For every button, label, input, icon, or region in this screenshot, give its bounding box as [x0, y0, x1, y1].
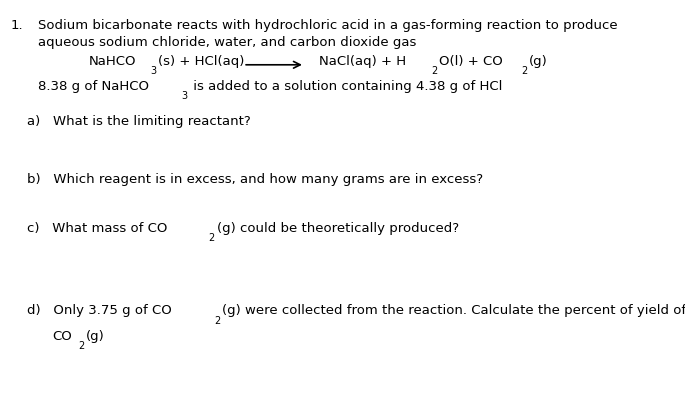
Text: O(l) + CO: O(l) + CO	[439, 55, 503, 68]
Text: 3: 3	[150, 66, 156, 76]
Text: (s) + HCl(aq): (s) + HCl(aq)	[158, 55, 245, 68]
Text: 1.: 1.	[10, 19, 23, 32]
Text: aqueous sodium chloride, water, and carbon dioxide gas: aqueous sodium chloride, water, and carb…	[38, 36, 416, 48]
Text: 2: 2	[78, 342, 84, 352]
Text: b)   Which reagent is in excess, and how many grams are in excess?: b) Which reagent is in excess, and how m…	[27, 173, 484, 186]
Text: a)   What is the limiting reactant?: a) What is the limiting reactant?	[27, 115, 251, 128]
Text: is added to a solution containing 4.38 g of HCl: is added to a solution containing 4.38 g…	[189, 80, 502, 93]
Text: NaHCO: NaHCO	[89, 55, 136, 68]
Text: 2: 2	[214, 316, 221, 326]
Text: CO: CO	[53, 330, 73, 343]
Text: 2: 2	[431, 66, 437, 76]
Text: 2: 2	[521, 66, 527, 76]
Text: NaCl(aq) + H: NaCl(aq) + H	[319, 55, 406, 68]
Text: Sodium bicarbonate reacts with hydrochloric acid in a gas-forming reaction to pr: Sodium bicarbonate reacts with hydrochlo…	[38, 19, 617, 32]
Text: 8.38 g of NaHCO: 8.38 g of NaHCO	[38, 80, 149, 93]
Text: (g) could be theoretically produced?: (g) could be theoretically produced?	[216, 222, 459, 235]
Text: (g) were collected from the reaction. Calculate the percent of yield of: (g) were collected from the reaction. Ca…	[222, 304, 685, 317]
Text: (g): (g)	[530, 55, 548, 68]
Text: d)   Only 3.75 g of CO: d) Only 3.75 g of CO	[27, 304, 172, 317]
Text: 2: 2	[208, 233, 215, 243]
Text: (g): (g)	[86, 330, 105, 343]
Text: c)   What mass of CO: c) What mass of CO	[27, 222, 168, 235]
Text: 3: 3	[181, 91, 187, 101]
